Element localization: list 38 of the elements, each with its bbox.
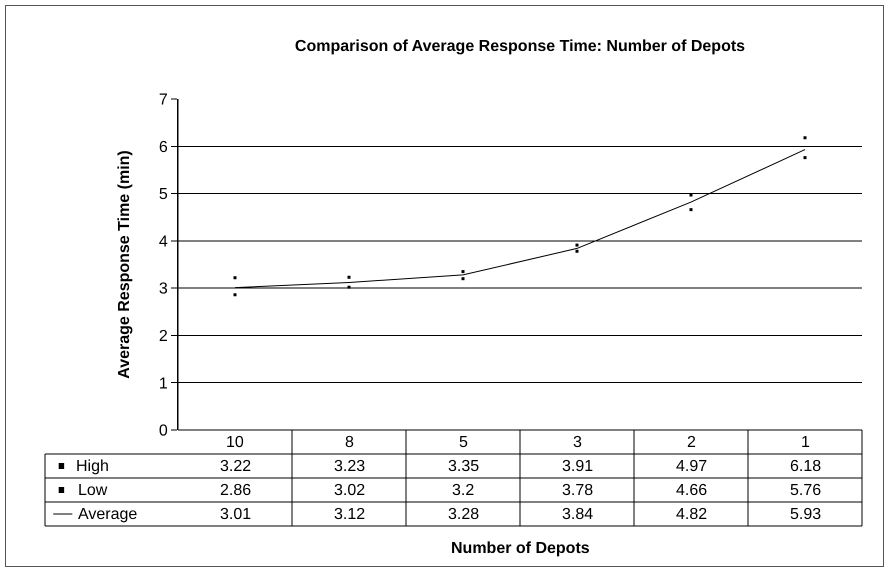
y-axis-title: Average Response Time (min) [116,150,133,379]
data-label: 3.78 [562,482,594,499]
legend-label: High [76,458,109,475]
y-tick-label: 3 [158,280,168,298]
x-tick-label: 1 [801,434,810,451]
x-tick-label: 5 [459,434,468,451]
chart-title: Comparison of Average Response Time: Number of Depots [294,38,746,56]
y-tick-label: 5 [158,186,168,204]
y-tick-label: 1 [158,375,168,392]
data-label: 4.66 [676,482,708,499]
data-label: 3.23 [334,458,366,475]
data-label: 5.76 [790,482,822,499]
data-label: 3.35 [448,458,480,475]
y-tick-label: 7 [158,92,168,109]
y-tick-label: 6 [158,138,168,156]
x-tick-label: 10 [226,434,244,451]
x-tick-label: 2 [687,434,696,451]
legend-label: Average [78,506,138,523]
data-label: 3.02 [334,482,366,499]
data-label: 2.86 [220,482,252,499]
data-label: 3.91 [562,458,594,475]
legend-label: Low [78,482,108,499]
data-label: 3.22 [220,458,252,475]
y-tick-label: 4 [158,233,168,250]
y-tick-label: 0 [158,422,168,440]
data-label: 3.12 [334,506,366,523]
data-label: 4.82 [676,506,708,523]
data-label: 3.2 [452,482,474,499]
data-label: 6.18 [790,458,822,475]
y-tick-label: 2 [158,328,168,346]
data-label: 3.28 [448,506,480,523]
text: Number of Depots [451,540,590,557]
x-tick-label: 3 [573,434,582,451]
x-tick-label: 8 [345,434,354,451]
data-label: 3.01 [220,506,252,523]
data-label: 3.84 [562,506,594,523]
data-label: 4.97 [676,458,708,475]
data-label: 5.93 [790,506,822,523]
